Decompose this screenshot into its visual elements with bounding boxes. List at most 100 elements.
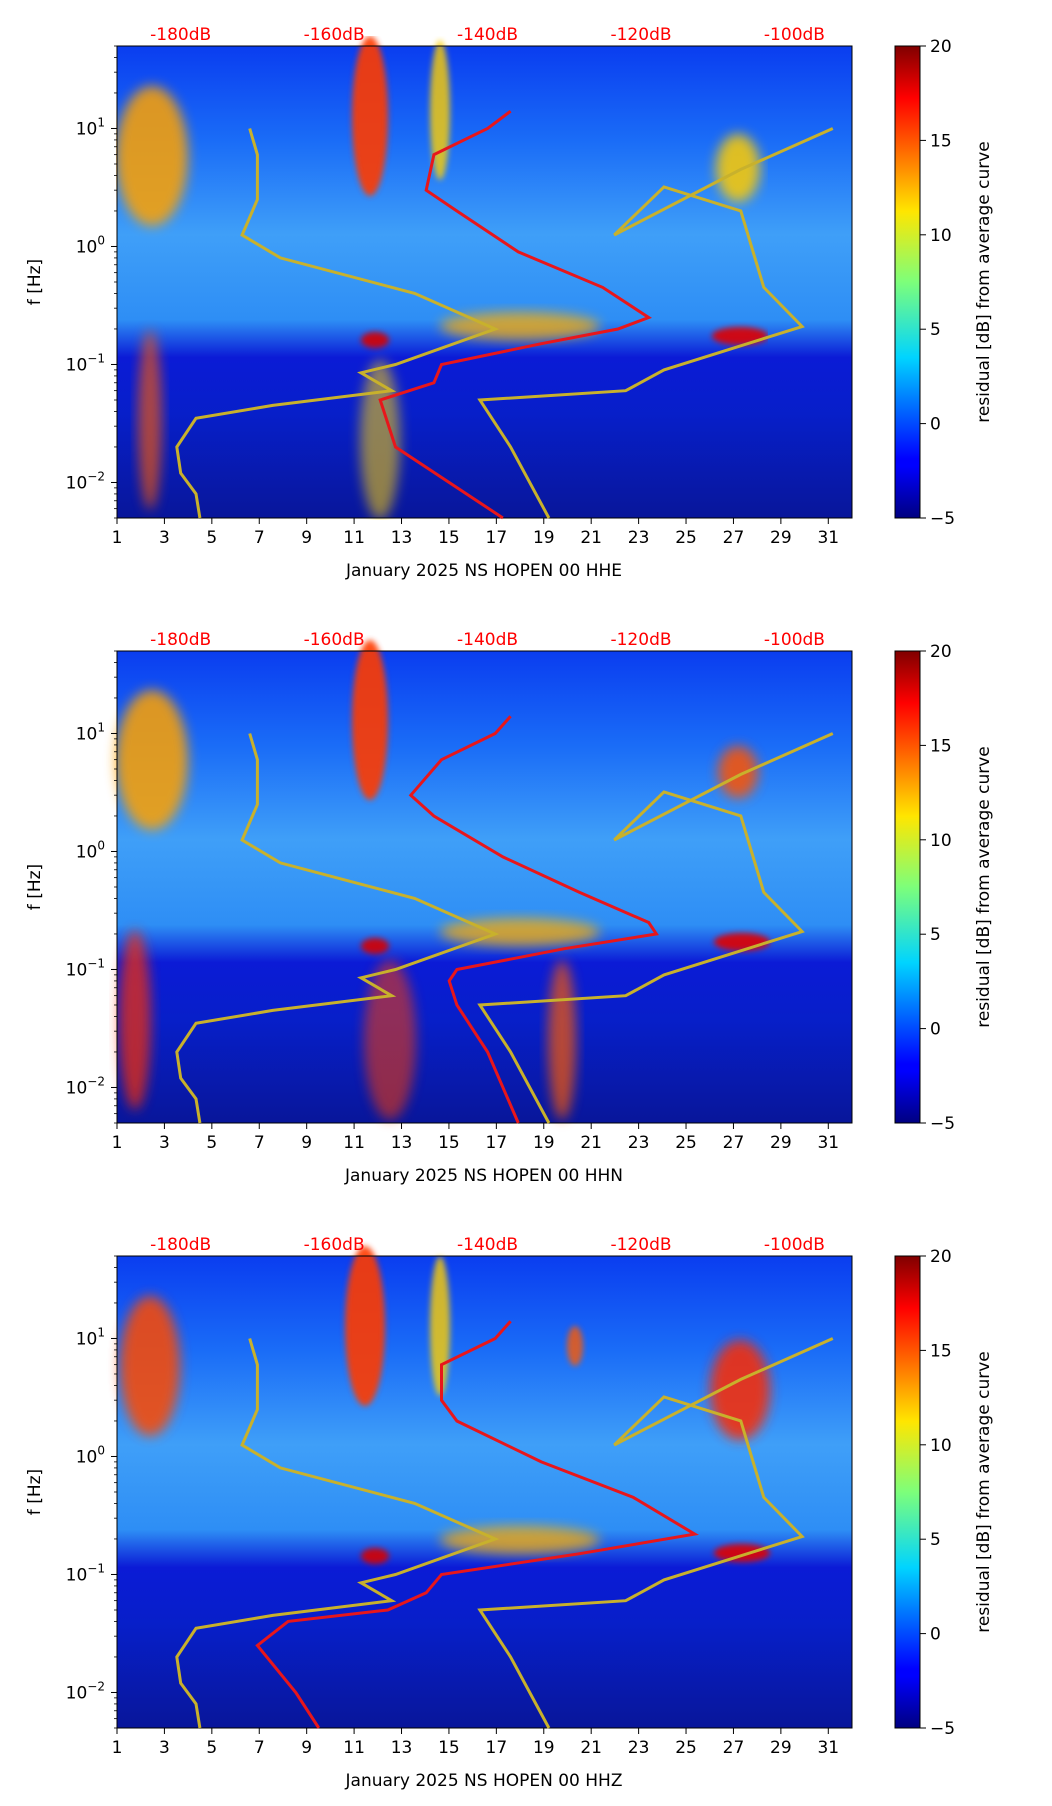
colorbar: 20 15 10 5 0 −5 residual [dB] from average cur… <box>894 642 994 1134</box>
blob <box>440 918 600 946</box>
y-tick-label: 100 <box>76 1443 105 1467</box>
x-axis-ticks: 1 3 5 7 9 11 13 15 17 19 21 23 25 27 29 31 <box>112 1123 839 1153</box>
blob <box>360 360 400 520</box>
colorbar-gradient <box>894 650 921 1124</box>
top-db-label: -140dB <box>457 630 518 650</box>
x-tick-label: 5 <box>206 1133 217 1153</box>
x-tick-label: 21 <box>580 1738 602 1758</box>
blob <box>361 938 389 954</box>
x-tick-label: 19 <box>533 1133 555 1153</box>
y-axis-ticks: 101 100 10−1 10−2 <box>66 45 117 519</box>
x-tick-label: 17 <box>486 1133 508 1153</box>
top-db-label: -100dB <box>764 1235 825 1255</box>
x-tick-label: 7 <box>254 1738 265 1758</box>
colorbar-tick-label: 5 <box>930 1530 941 1550</box>
x-tick-label: 11 <box>343 1133 365 1153</box>
y-tick-label: 101 <box>76 115 105 139</box>
colorbar-tick-label: −5 <box>930 1719 955 1739</box>
blob <box>430 1256 450 1396</box>
colorbar: 20 15 10 5 0 −5 residual [dB] from average cur… <box>894 37 994 529</box>
x-tick-label: 7 <box>254 528 265 548</box>
colorbar-tick-label: 5 <box>930 320 941 340</box>
model-curve-secondary <box>477 1337 834 1729</box>
colorbar-tick-label: 20 <box>930 642 952 662</box>
model-curve-secondary <box>477 127 834 519</box>
spectrogram-panel-hhz: 1 3 5 7 9 11 13 15 17 19 21 23 25 27 29 31 10110010−110… <box>25 1235 853 1791</box>
y-tick-label: 100 <box>76 233 105 257</box>
blob <box>567 1326 583 1366</box>
y-tick-label: 10−1 <box>66 956 105 980</box>
x-tick-label: 15 <box>438 528 460 548</box>
x-tick-label: 17 <box>486 1738 508 1758</box>
x-tick-label: 13 <box>391 528 413 548</box>
blob <box>361 332 389 348</box>
top-db-label: -180dB <box>150 1235 211 1255</box>
x-tick-label: 7 <box>254 1133 265 1153</box>
x-tick-label: 29 <box>770 1738 792 1758</box>
spectrogram-panel-hhe: 1 3 5 7 9 11 13 15 17 19 21 23 25 27 29 31 10110010−110… <box>25 25 853 581</box>
heatmap-blobs <box>116 36 768 520</box>
x-tick-label: 23 <box>628 1133 650 1153</box>
colorbar-tick-label: 10 <box>930 1436 952 1456</box>
top-db-label: -180dB <box>150 25 211 45</box>
model-curve-secondary <box>477 732 834 1124</box>
y-axis-ticks: 101 100 10−1 10−2 <box>66 650 117 1124</box>
x-tick-label: 27 <box>723 528 745 548</box>
colorbar-label: residual [dB] from average curve <box>974 746 994 1027</box>
x-tick-label: 1 <box>112 1133 123 1153</box>
colorbar-gradient <box>894 1255 921 1729</box>
blob <box>714 933 770 951</box>
blob <box>718 746 758 798</box>
model-curve <box>175 128 500 519</box>
colorbar-tick-label: 0 <box>930 1625 941 1645</box>
blob <box>364 960 416 1120</box>
y-axis-ticks: 101 100 10−1 10−2 <box>66 1255 117 1729</box>
blob <box>361 1548 389 1564</box>
x-tick-label: 5 <box>206 528 217 548</box>
blob <box>120 1296 180 1436</box>
top-db-label: -120dB <box>610 25 671 45</box>
colorbar-tick-label: 0 <box>930 415 941 435</box>
heatmap-area <box>117 1256 852 1728</box>
colorbar-tick-label: 10 <box>930 831 952 851</box>
x-tick-label: 31 <box>817 528 839 548</box>
x-tick-label: 21 <box>580 528 602 548</box>
x-axis-label: January 2025 NS HOPEN 00 HHN <box>344 1166 623 1186</box>
colorbar-tick-label: 5 <box>930 925 941 945</box>
x-tick-label: 1 <box>112 1738 123 1758</box>
heatmap-blobs <box>116 640 770 1120</box>
x-axis-label: January 2025 NS HOPEN 00 HHE <box>345 561 622 581</box>
x-tick-label: 27 <box>723 1738 745 1758</box>
blob <box>345 1246 385 1406</box>
x-tick-label: 9 <box>301 1133 312 1153</box>
colorbar-tick-label: 10 <box>930 226 952 246</box>
x-tick-label: 17 <box>486 528 508 548</box>
spectrogram-panel-hhn: 1 3 5 7 9 11 13 15 17 19 21 23 25 27 29 31 10110010−110… <box>25 630 853 1186</box>
y-tick-label: 10−2 <box>66 1074 105 1098</box>
x-tick-label: 9 <box>301 1738 312 1758</box>
y-tick-label: 101 <box>76 720 105 744</box>
top-db-label: -160dB <box>304 25 365 45</box>
top-db-label: -140dB <box>457 1235 518 1255</box>
x-tick-label: 23 <box>628 1738 650 1758</box>
x-tick-label: 19 <box>533 528 555 548</box>
y-axis-label: f [Hz] <box>25 864 45 910</box>
top-db-ticks: -180dB -160dB -140dB -120dB -100dB <box>150 630 825 650</box>
colorbar-tick-label: 20 <box>930 1247 952 1267</box>
colorbar-gradient <box>894 45 921 519</box>
y-tick-label: 10−2 <box>66 1679 105 1703</box>
x-tick-label: 31 <box>817 1133 839 1153</box>
y-tick-label: 101 <box>76 1325 105 1349</box>
x-tick-label: 25 <box>675 1133 697 1153</box>
heatmap-area <box>117 46 852 518</box>
blob <box>352 36 388 196</box>
heatmap-blobs <box>120 1246 770 1564</box>
x-tick-label: 3 <box>159 1133 170 1153</box>
y-tick-label: 10−1 <box>66 1561 105 1585</box>
x-tick-label: 31 <box>817 1738 839 1758</box>
noise-curve <box>378 110 652 520</box>
x-tick-label: 25 <box>675 528 697 548</box>
y-tick-label: 10−2 <box>66 469 105 493</box>
x-tick-label: 25 <box>675 1738 697 1758</box>
